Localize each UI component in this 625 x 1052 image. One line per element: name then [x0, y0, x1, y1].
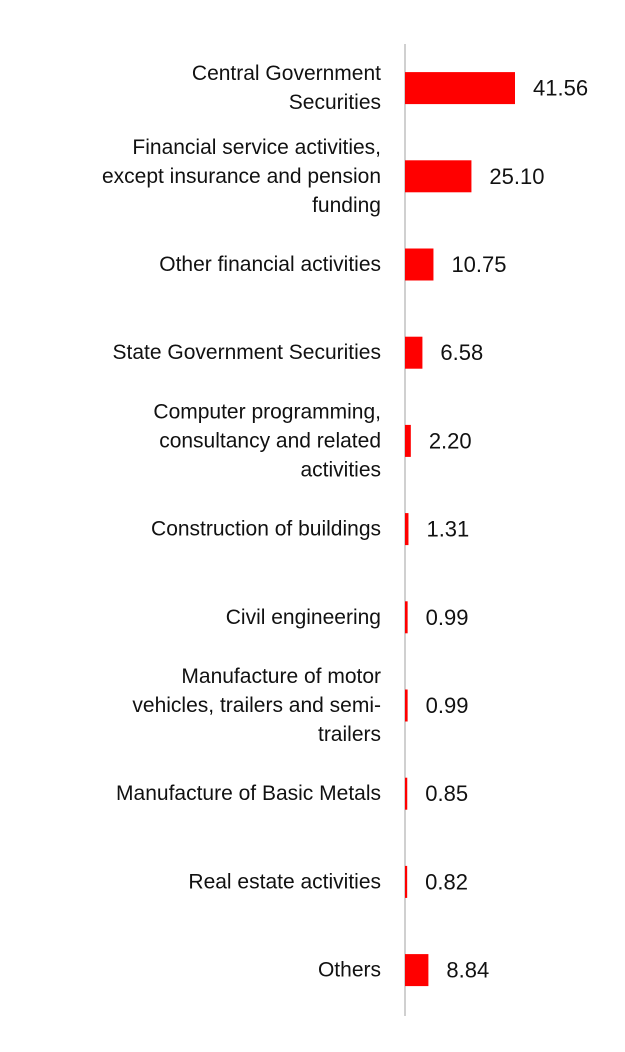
category-label-line: Computer programming,: [153, 400, 381, 423]
category-label-9: Manufacture of Basic Metals: [116, 782, 381, 805]
category-label-line: trailers: [318, 723, 381, 746]
category-labels-group: Central Government Securities Financial se…: [102, 62, 381, 982]
bar-6: [405, 513, 409, 546]
bar-3: [405, 248, 434, 281]
category-label-line: activities: [300, 458, 381, 481]
category-label-line: Other financial activities: [159, 253, 381, 276]
category-label-3: Other financial activities: [159, 253, 381, 276]
category-label-line: funding: [312, 194, 381, 217]
value-label-5: 2.20: [429, 428, 472, 453]
category-label-line: Real estate activities: [188, 870, 381, 893]
bar-9: [405, 777, 408, 810]
bar-7: [405, 601, 408, 634]
bar-5: [405, 424, 411, 457]
value-label-1: 41.56: [533, 76, 588, 101]
bar-2: [405, 160, 472, 193]
category-label-line: Financial service activities,: [132, 136, 381, 159]
category-label-line: vehicles, trailers and semi-: [132, 694, 381, 717]
category-label-6: Construction of buildings: [151, 518, 381, 541]
category-label-2: Financial service activities, except insu…: [102, 136, 381, 217]
category-label-line: consultancy and related: [159, 429, 381, 452]
bar-8: [405, 689, 408, 722]
category-label-4: State Government Securities: [113, 341, 381, 364]
value-label-4: 6.58: [440, 340, 483, 365]
bar-10: [405, 865, 408, 898]
category-label-line: State Government Securities: [113, 341, 381, 364]
value-label-3: 10.75: [451, 252, 506, 277]
category-label-11: Others: [318, 959, 381, 982]
category-label-line: Civil engineering: [226, 606, 381, 629]
value-label-7: 0.99: [426, 605, 469, 630]
bar-11: [405, 954, 429, 987]
bars-group: [405, 72, 515, 987]
value-label-10: 0.82: [425, 869, 468, 894]
value-labels-group: 41.56 25.10 10.75 6.58 2.20 1.31 0.99 0.99 0.85 0…: [425, 76, 588, 983]
category-label-1: Central Government Securities: [192, 62, 381, 114]
bar-4: [405, 336, 423, 369]
category-label-10: Real estate activities: [188, 870, 381, 893]
value-label-8: 0.99: [426, 693, 469, 718]
category-label-line: Others: [318, 959, 381, 982]
value-label-11: 8.84: [446, 958, 489, 983]
category-label-line: Securities: [289, 91, 381, 114]
category-label-5: Computer programming, consultancy and rel…: [153, 400, 381, 481]
category-label-7: Civil engineering: [226, 606, 381, 629]
category-label-8: Manufacture of motor vehicles, trailers a…: [132, 665, 381, 746]
value-label-2: 25.10: [489, 164, 544, 189]
value-label-6: 1.31: [426, 517, 469, 542]
value-label-9: 0.85: [425, 781, 468, 806]
category-label-line: Construction of buildings: [151, 518, 381, 541]
category-label-line: Manufacture of Basic Metals: [116, 782, 381, 805]
category-label-line: except insurance and pension: [102, 165, 381, 188]
category-label-line: Central Government: [192, 62, 381, 85]
bar-1: [405, 72, 515, 105]
category-label-line: Manufacture of motor: [181, 665, 381, 688]
